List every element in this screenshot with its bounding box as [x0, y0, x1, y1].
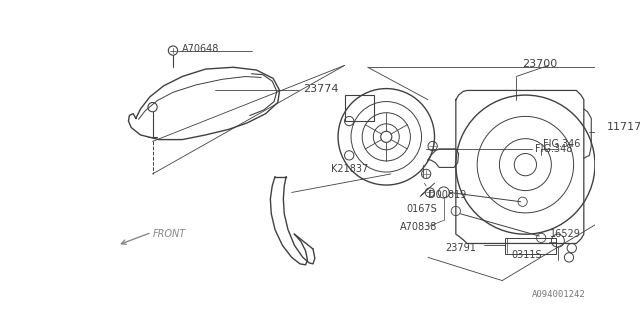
Text: FIG.348: FIG.348 — [534, 144, 572, 154]
Text: A70648: A70648 — [182, 44, 220, 54]
Text: A094001242: A094001242 — [532, 290, 586, 299]
Text: A70838: A70838 — [400, 222, 438, 232]
Text: FRONT: FRONT — [152, 229, 186, 239]
Text: 0167S: 0167S — [406, 204, 437, 214]
Text: 23700: 23700 — [523, 59, 558, 68]
Text: 23791: 23791 — [445, 243, 477, 253]
Text: 16529: 16529 — [550, 229, 581, 239]
Text: D00819: D00819 — [428, 190, 467, 200]
Text: 23774: 23774 — [303, 84, 339, 93]
Text: 11717: 11717 — [607, 122, 640, 132]
Text: K21837: K21837 — [331, 164, 368, 174]
Text: 0311S: 0311S — [511, 250, 542, 260]
Text: FIG.346: FIG.346 — [543, 139, 580, 149]
